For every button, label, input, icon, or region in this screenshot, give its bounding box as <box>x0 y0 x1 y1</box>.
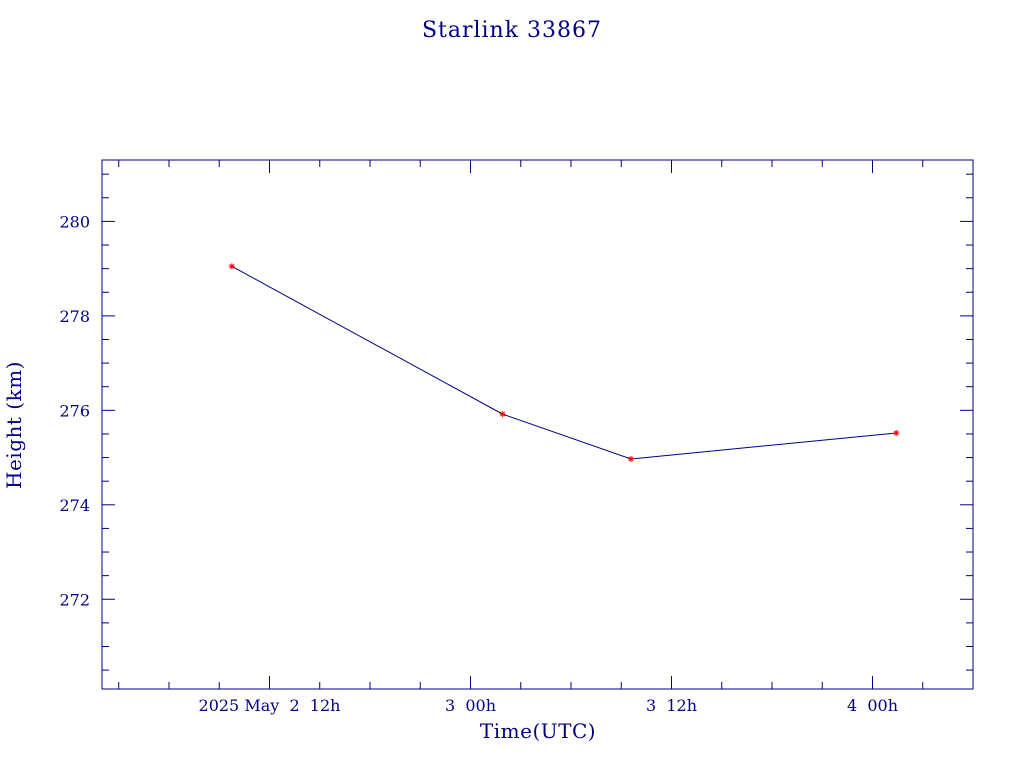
y-tick-label: 274 <box>59 496 90 515</box>
x-axis-tick-labels: 2025 May 2 12h 3 00h 3 12h 4 00h <box>199 696 898 715</box>
x-tick-label: 3 12h <box>646 696 697 715</box>
y-tick-label: 278 <box>59 307 90 326</box>
y-tick-label: 276 <box>59 401 90 420</box>
x-axis-ticks <box>118 160 974 689</box>
y-axis-tick-labels: 272 274 276 278 280 <box>59 212 90 609</box>
y-tick-label: 280 <box>59 212 90 231</box>
series-layer <box>228 263 900 462</box>
y-tick-label: 272 <box>59 590 90 609</box>
plot-frame <box>101 159 974 690</box>
x-tick-label: 4 00h <box>847 696 898 715</box>
data-point-marker <box>628 455 635 462</box>
series-line <box>231 265 897 460</box>
x-tick-label: 2025 May 2 12h <box>199 696 341 715</box>
x-axis-title: Time(UTC) <box>480 719 596 743</box>
chart-title: Starlink 33867 <box>422 18 602 43</box>
y-axis-ticks <box>102 173 973 671</box>
data-point-marker <box>228 263 235 270</box>
data-point-marker <box>893 430 900 437</box>
y-axis-title: Height (km) <box>2 361 26 489</box>
x-tick-label: 3 00h <box>445 696 496 715</box>
data-point-marker <box>499 411 506 418</box>
